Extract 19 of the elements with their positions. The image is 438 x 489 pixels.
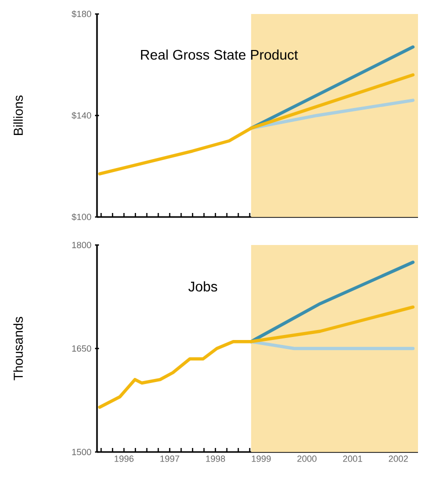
- x-tick-label: 2001: [343, 456, 362, 462]
- text: Jobs: [188, 281, 218, 292]
- y-axis-title: Thousands: [13, 316, 23, 380]
- x-tick-label: 1998: [206, 456, 226, 462]
- x-tick-label: 1996: [114, 456, 134, 462]
- y-tick-label: $140: [72, 112, 92, 120]
- y-axis-title: Billions: [13, 95, 23, 135]
- x-tick-label: 2000: [297, 456, 317, 462]
- text: Real Gross State Product: [141, 49, 298, 60]
- y-tick-label: 1800: [72, 242, 92, 248]
- y-tick-label: $100: [72, 213, 92, 221]
- x-tick-label: 1999: [252, 456, 271, 462]
- y-tick-label: 1650: [72, 345, 92, 352]
- y-tick-label: $180: [72, 10, 92, 18]
- y-tick-label: 1500: [72, 448, 92, 456]
- line-series: [98, 306, 415, 409]
- x-tick-label: 1997: [160, 456, 180, 462]
- x-tick-label: 2002: [388, 456, 408, 462]
- line-series: [98, 73, 415, 176]
